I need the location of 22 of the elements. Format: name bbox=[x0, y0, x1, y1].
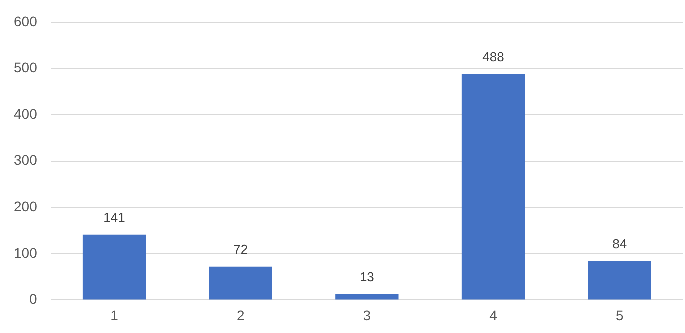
y-tick-label: 300 bbox=[14, 152, 38, 168]
data-label: 141 bbox=[104, 210, 126, 225]
y-tick-label: 200 bbox=[14, 198, 38, 214]
bar bbox=[209, 266, 272, 300]
y-tick-label: 500 bbox=[14, 60, 38, 76]
x-tick-label: 1 bbox=[110, 307, 119, 324]
y-tick-label: 400 bbox=[14, 106, 38, 122]
x-tick-label: 5 bbox=[616, 307, 624, 324]
data-label: 72 bbox=[234, 242, 248, 257]
bar bbox=[462, 74, 526, 300]
bar bbox=[82, 234, 146, 300]
x-tick-label: 4 bbox=[490, 307, 498, 324]
data-label: 84 bbox=[612, 236, 628, 252]
y-tick-label: 0 bbox=[30, 291, 38, 308]
bar bbox=[336, 294, 399, 300]
bar bbox=[588, 261, 652, 300]
x-tick-label: 3 bbox=[363, 307, 372, 324]
x-tick-label: 2 bbox=[236, 307, 245, 324]
y-tick-label: 600 bbox=[14, 13, 38, 30]
data-label: 13 bbox=[360, 269, 374, 284]
y-tick-label: 100 bbox=[14, 244, 38, 261]
data-label: 488 bbox=[482, 49, 504, 64]
